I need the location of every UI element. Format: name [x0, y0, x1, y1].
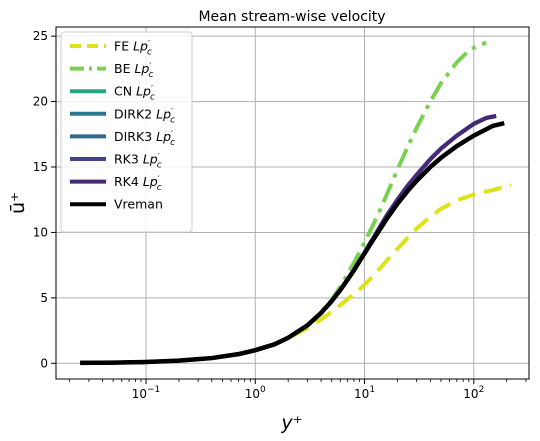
x-tick-label: 10−1	[132, 385, 161, 401]
x-tick-label: 102	[463, 385, 484, 401]
x-axis-label: y⁺	[280, 412, 302, 434]
tick-layer: 10−1 100 101 102 0 5 10 15 20 25	[33, 29, 527, 401]
legend: FE Lp′ c BE Lp′ c CN Lp′ c DIRK2 Lp′ c DIRK3 Lp′…	[60, 31, 193, 233]
legend-entry-label: DIRK3 Lp′ c	[114, 129, 175, 148]
x-tick-label: 100	[245, 385, 266, 401]
y-axis-label: ū⁺	[7, 192, 29, 214]
legend-entry-label: RK3 Lp′ c	[114, 152, 162, 171]
series-line-vreman	[80, 120, 505, 366]
chart-title: Mean stream-wise velocity	[198, 9, 385, 25]
y-tick-label: 15	[33, 160, 48, 174]
y-tick-label: 25	[33, 29, 48, 43]
legend-entry-label: RK4 Lp′ c	[114, 174, 162, 193]
legend-entry-label: FE Lp′ c	[114, 39, 152, 58]
y-tick-label: 10	[33, 225, 48, 239]
legend-entry-label: BE Lp′ c	[114, 61, 153, 80]
legend-entry-label: CN Lp′ c	[114, 84, 155, 103]
y-tick-label: 5	[40, 291, 48, 305]
y-tick-label: 20	[33, 95, 48, 109]
series-layer	[80, 40, 512, 366]
legend-entry-label: Vreman	[114, 197, 163, 212]
legend-entry-label: DIRK2 Lp′ c	[114, 106, 175, 125]
x-tick-label: 101	[354, 385, 375, 401]
y-tick-label: 0	[40, 356, 48, 370]
plot-frame	[55, 26, 530, 380]
